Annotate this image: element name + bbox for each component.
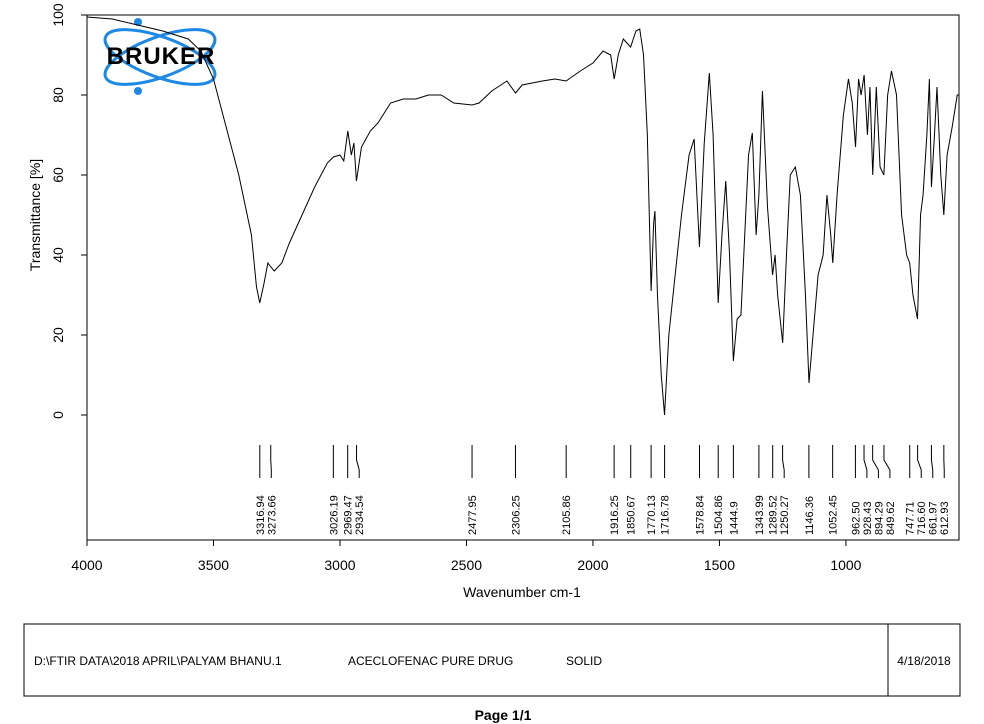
peak-label: 2477.95 <box>467 495 479 535</box>
peak-marker <box>917 445 922 478</box>
y-axis-label: Transmittance [%] <box>27 159 43 271</box>
peak-label: 612.93 <box>939 501 951 535</box>
x-tick-label: 2500 <box>451 557 482 573</box>
peak-label: 1578.84 <box>694 495 706 535</box>
page-label: Page 1/1 <box>475 707 532 723</box>
peak-label: 1250.27 <box>779 495 791 535</box>
x-tick-label: 4000 <box>71 557 102 573</box>
peak-label: 1850.67 <box>626 495 638 535</box>
peak-label: 2306.25 <box>510 495 522 535</box>
footer-state: SOLID <box>566 654 602 668</box>
y-tick-label: 60 <box>50 167 66 183</box>
x-tick-label: 3000 <box>324 557 355 573</box>
peak-label: 1716.78 <box>660 495 672 535</box>
peak-label: 962.50 <box>850 501 862 535</box>
peak-label: 2934.54 <box>354 495 366 535</box>
peak-label: 661.97 <box>928 501 940 535</box>
footer-path: D:\FTIR DATA\2018 APRIL\PALYAM BHANU.1 <box>34 654 282 668</box>
x-tick-label: 3500 <box>198 557 229 573</box>
spectrum-group <box>87 16 959 416</box>
peak-label: 716.60 <box>916 501 928 535</box>
plot-frame <box>86 14 960 541</box>
footer-box <box>23 623 961 697</box>
peak-label: 849.62 <box>885 501 897 535</box>
y-tick-label: 40 <box>50 247 66 263</box>
peak-label: 1444.9 <box>728 501 740 535</box>
x-tick-label: 1500 <box>704 557 735 573</box>
peak-label: 3026.19 <box>328 495 340 535</box>
peak-marker <box>356 445 360 478</box>
peak-label: 1504.86 <box>713 495 725 535</box>
peak-marker <box>782 445 785 478</box>
peak-label: 1770.13 <box>646 495 658 535</box>
logo-text: BRUKER <box>107 43 216 70</box>
x-tick-label: 1000 <box>830 557 861 573</box>
spectrum-line <box>87 16 959 416</box>
peak-label: 747.71 <box>905 501 917 535</box>
peak-label: 2105.86 <box>561 495 573 535</box>
footer-date: 4/18/2018 <box>897 654 951 668</box>
peak-label: 2969.47 <box>343 495 355 535</box>
peak-label: 894.29 <box>873 501 885 535</box>
peak-marker <box>863 445 868 478</box>
peak-label: 928.43 <box>862 501 874 535</box>
peak-label: 1146.36 <box>804 496 816 535</box>
peak-marker <box>883 445 891 478</box>
footer-sample: ACECLOFENAC PURE DRUG <box>348 654 513 668</box>
peak-label: 1052.45 <box>828 495 840 535</box>
peak-label: 3316.94 <box>255 495 267 535</box>
y-tick-label: 100 <box>50 3 66 27</box>
y-tick-label: 0 <box>50 411 66 419</box>
peak-marker <box>270 445 272 478</box>
peak-label: 1289.52 <box>768 495 780 535</box>
peak-marker <box>930 445 934 478</box>
peak-label: 1916.25 <box>609 495 621 535</box>
x-tick-label: 2000 <box>577 557 608 573</box>
peak-label: 3273.66 <box>266 495 278 535</box>
y-tick-label: 20 <box>50 327 66 343</box>
x-axis-label: Wavenumber cm-1 <box>463 584 581 600</box>
y-tick-label: 80 <box>50 87 66 103</box>
logo: BRUKER <box>103 18 217 95</box>
peak-label: 1343.99 <box>754 495 766 535</box>
peak-marker <box>872 445 879 478</box>
